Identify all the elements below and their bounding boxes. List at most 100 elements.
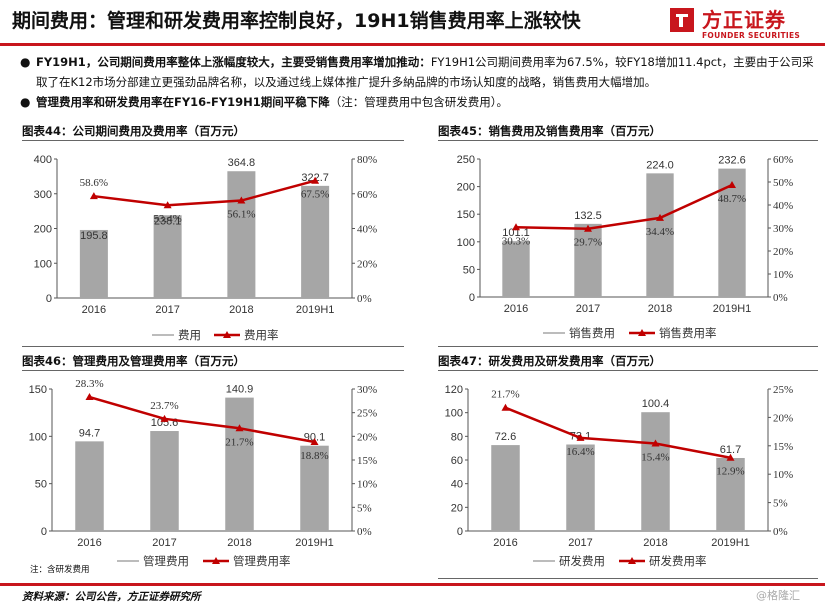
rate-point [85,393,94,401]
x-tick-label: 2017 [155,304,179,316]
summary-bullets: ● FY19H1，公司期间费用率整体上涨幅度较大，主要受销售费用率增加推动：FY… [20,52,815,112]
y2-tick-label: 20% [773,246,793,258]
bar-value-label: 61.7 [720,444,741,456]
x-tick-label: 2018 [227,537,251,549]
y2-tick-label: 80% [357,154,377,166]
bar [646,173,674,297]
bar [150,431,179,531]
chart-note: 注：含研发费用 [30,565,90,575]
chart-title: 图表47：研发费用及研发费用率（百万元） [438,354,662,368]
y2-tick-label: 5% [357,502,372,514]
x-tick-label: 2016 [504,303,528,315]
y-tick-label: 80 [451,431,463,443]
rate-line [505,406,731,459]
bullet-lead: 管理费用率和研发费用率在FY16-FY19H1期间平稳下降 [36,95,330,109]
y-tick-label: 40 [451,479,463,491]
x-tick-label: 2018 [643,537,667,549]
y-tick-label: 200 [457,182,475,194]
logo-text-cn: 方正证券 [702,8,786,32]
y-tick-label: 400 [34,154,52,166]
chart-45-svg: 0 50 100 150 200 250 0% 10% 20% 30% 40% 50% 60% 101.1… [457,154,794,340]
bar [502,241,530,297]
bar [75,441,104,531]
y2-tick-label: 10% [773,269,793,281]
y-tick-label: 150 [457,209,475,221]
chart-title-rule [438,370,818,371]
rate-value-label: 58.6% [80,177,108,189]
chart-bottom-rule [438,578,818,579]
page-title: 期间费用：管理和研发费用率控制良好，19H1销售费用率上涨较快 [12,10,581,32]
rate-value-label: 18.8% [300,450,328,462]
rate-value-label: 15.4% [641,452,669,464]
chart-bottom-rule [22,346,404,347]
founder-logo-icon [670,8,694,32]
x-tick-label: 2017 [576,303,600,315]
rate-value-label: 53.4% [153,213,181,225]
rate-point [160,414,169,422]
legend-bar-label: 管理费用 [143,554,189,568]
bar-value-label: 132.5 [574,210,602,222]
y2-tick-label: 20% [773,412,793,424]
x-tick-label: 2019H1 [295,537,334,549]
rate-point [512,223,520,231]
bar [574,223,602,297]
bar [301,185,330,298]
y-tick-label: 150 [29,384,47,396]
x-tick-label: 2018 [648,303,672,315]
bar-value-label: 364.8 [228,157,256,169]
y2-tick-label: 30% [357,384,377,396]
rate-point [89,192,98,200]
y-tick-label: 120 [445,384,463,396]
y-tick-label: 100 [29,431,47,443]
bar [225,397,254,531]
bar-value-label: 94.7 [79,427,100,439]
bar [641,412,670,531]
y2-tick-label: 60% [773,154,793,166]
chart-title: 图表45：销售费用及销售费用率（百万元） [438,124,662,138]
rate-value-label: 21.7% [491,389,519,401]
bar [153,215,182,298]
chart-title-rule [22,140,404,141]
legend-line-label: 销售费用率 [659,326,717,340]
legend-line-marker [212,557,220,564]
bar-value-label: 140.9 [226,384,254,396]
x-tick-label: 2019H1 [713,303,752,315]
rate-point [237,196,246,204]
rate-value-label: 12.9% [716,466,744,478]
bar [227,171,256,298]
y2-tick-label: 20% [357,431,377,443]
chart-bottom-rule [438,346,818,347]
y-tick-label: 0 [46,293,52,305]
rate-point [728,180,736,188]
y2-tick-label: 0% [773,526,788,538]
y-tick-label: 100 [445,408,463,420]
y-tick-label: 200 [34,224,52,236]
rate-line [93,179,316,207]
y-tick-label: 250 [457,154,475,166]
y2-tick-label: 5% [773,498,788,510]
y-tick-label: 0 [41,526,47,538]
chart-title-rule [438,140,818,141]
y2-tick-label: 15% [357,455,377,467]
bullet-dot-icon: ● [20,95,31,109]
rate-point [311,176,320,184]
bar-value-label: 101.1 [502,227,530,239]
y-tick-label: 300 [34,189,52,201]
rate-point [163,201,172,209]
chart-title-rule [22,370,404,371]
rate-value-label: 23.7% [150,400,178,412]
x-tick-label: 2019H1 [296,304,335,316]
legend-line-label: 费用率 [244,328,279,342]
rate-point [656,213,664,221]
rate-value-label: 29.7% [574,237,602,249]
rate-point [726,453,735,461]
bar [300,445,329,531]
bullet-item: ● 管理费用率和研发费用率在FY16-FY19H1期间平稳下降（注：管理费用中包… [20,92,815,112]
chart-47-svg: 0204060801001200%5%10%15%20%25%72.673.11… [445,384,794,568]
rate-value-label: 48.7% [718,193,746,205]
x-tick-label: 2018 [229,304,253,316]
legend-line-marker [223,331,231,338]
x-tick-label: 2017 [568,537,592,549]
y-tick-label: 50 [35,479,47,491]
data-source: 资料来源：公司公告，方正证券研究所 [22,591,201,603]
